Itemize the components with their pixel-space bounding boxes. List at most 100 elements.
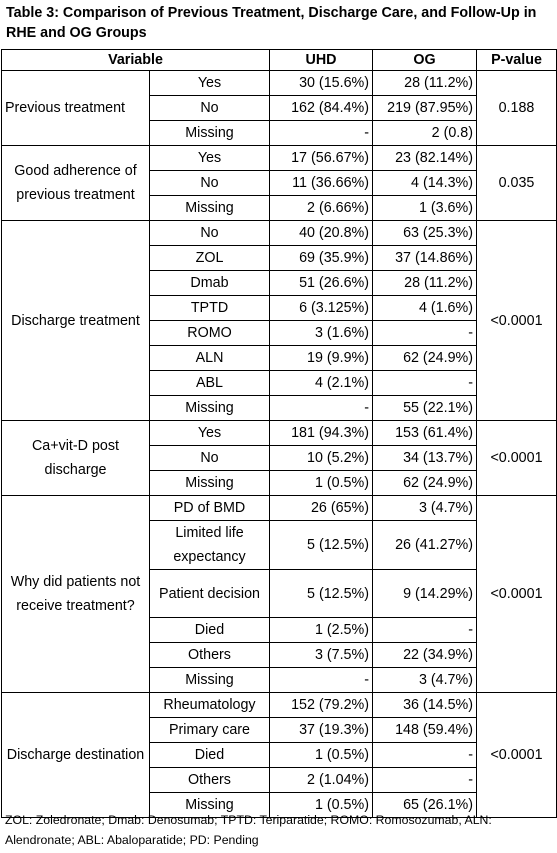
subcategory-cell: Yes — [149, 420, 270, 446]
og-cell: 62 (24.9%) — [372, 345, 477, 371]
table-row: No 162 (84.4%) 219 (87.95%) — [2, 95, 557, 121]
uhd-cell: 17 (56.67%) — [269, 145, 373, 171]
subcategory-cell: No — [149, 95, 270, 121]
og-cell: 9 (14.29%) — [372, 569, 477, 618]
og-cell: 62 (24.9%) — [372, 470, 477, 496]
subcategory-cell: PD of BMD — [149, 495, 270, 521]
uhd-cell: 5 (12.5%) — [269, 520, 373, 570]
table-row: Good adherence of previous treatment Yes 1… — [1, 145, 557, 221]
subcategory-cell: No — [149, 220, 270, 246]
table-row: Missing 1 (0.5%) 62 (24.9%) — [2, 470, 557, 496]
subcategory-cell: Died — [149, 742, 270, 768]
uhd-cell: 1 (0.5%) — [269, 470, 373, 496]
og-cell: 4 (14.3%) — [372, 170, 477, 196]
subcategory-cell: Missing — [149, 120, 270, 146]
og-cell: 28 (11.2%) — [372, 70, 477, 96]
uhd-cell: 26 (65%) — [269, 495, 373, 521]
group-label: Discharge destination — [1, 692, 150, 818]
header-pvalue: P-value — [476, 49, 557, 71]
og-cell: 26 (41.27%) — [372, 520, 477, 570]
og-cell: 4 (1.6%) — [372, 295, 477, 321]
og-cell: - — [372, 320, 477, 346]
pvalue-cell: <0.0001 — [476, 220, 557, 421]
subcategory-cell: Limited life expectancy — [149, 520, 270, 570]
subcategory-cell: Missing — [149, 470, 270, 496]
uhd-cell: 69 (35.9%) — [269, 245, 373, 271]
pvalue-cell: 0.035 — [476, 145, 557, 221]
uhd-cell: - — [269, 120, 373, 146]
subcategory-cell: Yes — [149, 70, 270, 96]
pvalue-cell: <0.0001 — [476, 692, 557, 818]
og-cell: 37 (14.86%) — [372, 245, 477, 271]
uhd-cell: 40 (20.8%) — [269, 220, 373, 246]
table-row: Missing -3 (4.7%) — [2, 667, 557, 693]
table-row: Missing 1 (0.5%) 65 (26.1%) — [2, 792, 557, 818]
subcategory-cell: Patient decision — [149, 569, 270, 618]
subcategory-cell: No — [149, 445, 270, 471]
group-label: Good adherence of previous treatment — [1, 145, 150, 221]
table-row: Ca+vit-D post discharge Yes 181 (94.3%) 153… — [1, 420, 557, 496]
uhd-cell: 181 (94.3%) — [269, 420, 373, 446]
pvalue-cell: <0.0001 — [476, 420, 557, 496]
table-footnote: ZOL: Zoledronate; Dmab: Denosumab; TPTD:… — [5, 813, 492, 847]
og-cell: - — [372, 742, 477, 768]
og-cell: 55 (22.1%) — [372, 395, 477, 421]
table-row: Died 1 (2.5%) - — [2, 617, 557, 643]
og-cell: 65 (26.1%) — [372, 792, 477, 818]
og-cell: 22 (34.9%) — [372, 642, 477, 668]
pvalue-cell: 0.188 — [476, 70, 557, 146]
subcategory-cell: Missing — [149, 667, 270, 693]
og-cell: 3 (4.7%) — [372, 495, 477, 521]
og-cell: 34 (13.7%) — [372, 445, 477, 471]
group-label: Previous treatment — [1, 70, 150, 146]
og-cell: - — [372, 370, 477, 396]
uhd-cell: - — [269, 395, 373, 421]
subcategory-cell: TPTD — [149, 295, 270, 321]
uhd-cell: 1 (0.5%) — [269, 792, 373, 818]
uhd-cell: 11 (36.66%) — [269, 170, 373, 196]
uhd-cell: 5 (12.5%) — [269, 569, 373, 618]
table-row: Missing 2 (6.66%) 1 (3.6%) — [2, 195, 557, 221]
uhd-cell: 4 (2.1%) — [269, 370, 373, 396]
uhd-cell: 37 (19.3%) — [269, 717, 373, 743]
table-row: Dmab 51 (26.6%) 28 (11.2%) — [2, 270, 557, 296]
table-row: Previous treatment Yes 30 (15.6%) 28 (11.2%… — [1, 70, 557, 146]
header-variable: Variable — [1, 49, 270, 71]
uhd-cell: - — [269, 667, 373, 693]
og-cell: 153 (61.4%) — [372, 420, 477, 446]
og-cell: 23 (82.14%) — [372, 145, 477, 171]
og-cell: 2 (0.8) — [372, 120, 477, 146]
pvalue-cell: <0.0001 — [476, 495, 557, 693]
og-cell: 1 (3.6%) — [372, 195, 477, 221]
table-row: ABL 4 (2.1%) - — [2, 370, 557, 396]
uhd-cell: 19 (9.9%) — [269, 345, 373, 371]
table-row: Missing -2 (0.8) — [2, 120, 557, 146]
table-row: Limited life expectancy 5 (12.5%) 26 (41.2… — [2, 520, 557, 570]
subcategory-cell: Primary care — [149, 717, 270, 743]
og-cell: 63 (25.3%) — [372, 220, 477, 246]
og-cell: - — [372, 767, 477, 793]
uhd-cell: 3 (7.5%) — [269, 642, 373, 668]
subcategory-cell: Missing — [149, 195, 270, 221]
uhd-cell: 6 (3.125%) — [269, 295, 373, 321]
uhd-cell: 1 (0.5%) — [269, 742, 373, 768]
subcategory-cell: No — [149, 170, 270, 196]
uhd-cell: 162 (84.4%) — [269, 95, 373, 121]
subcategory-cell: Yes — [149, 145, 270, 171]
og-cell: 28 (11.2%) — [372, 270, 477, 296]
uhd-cell: 51 (26.6%) — [269, 270, 373, 296]
og-cell: 148 (59.4%) — [372, 717, 477, 743]
uhd-cell: 152 (79.2%) — [269, 692, 373, 718]
group-label: Ca+vit-D post discharge — [1, 420, 150, 496]
og-cell: 219 (87.95%) — [372, 95, 477, 121]
og-cell: 3 (4.7%) — [372, 667, 477, 693]
og-cell: 36 (14.5%) — [372, 692, 477, 718]
subcategory-cell: ALN — [149, 345, 270, 371]
uhd-cell: 2 (6.66%) — [269, 195, 373, 221]
subcategory-cell: ROMO — [149, 320, 270, 346]
table-row: Why did patients not receive treatment? P… — [1, 495, 557, 693]
header-uhd: UHD — [269, 49, 373, 71]
subcategory-cell: Missing — [149, 395, 270, 421]
subcategory-cell: ABL — [149, 370, 270, 396]
uhd-cell: 3 (1.6%) — [269, 320, 373, 346]
